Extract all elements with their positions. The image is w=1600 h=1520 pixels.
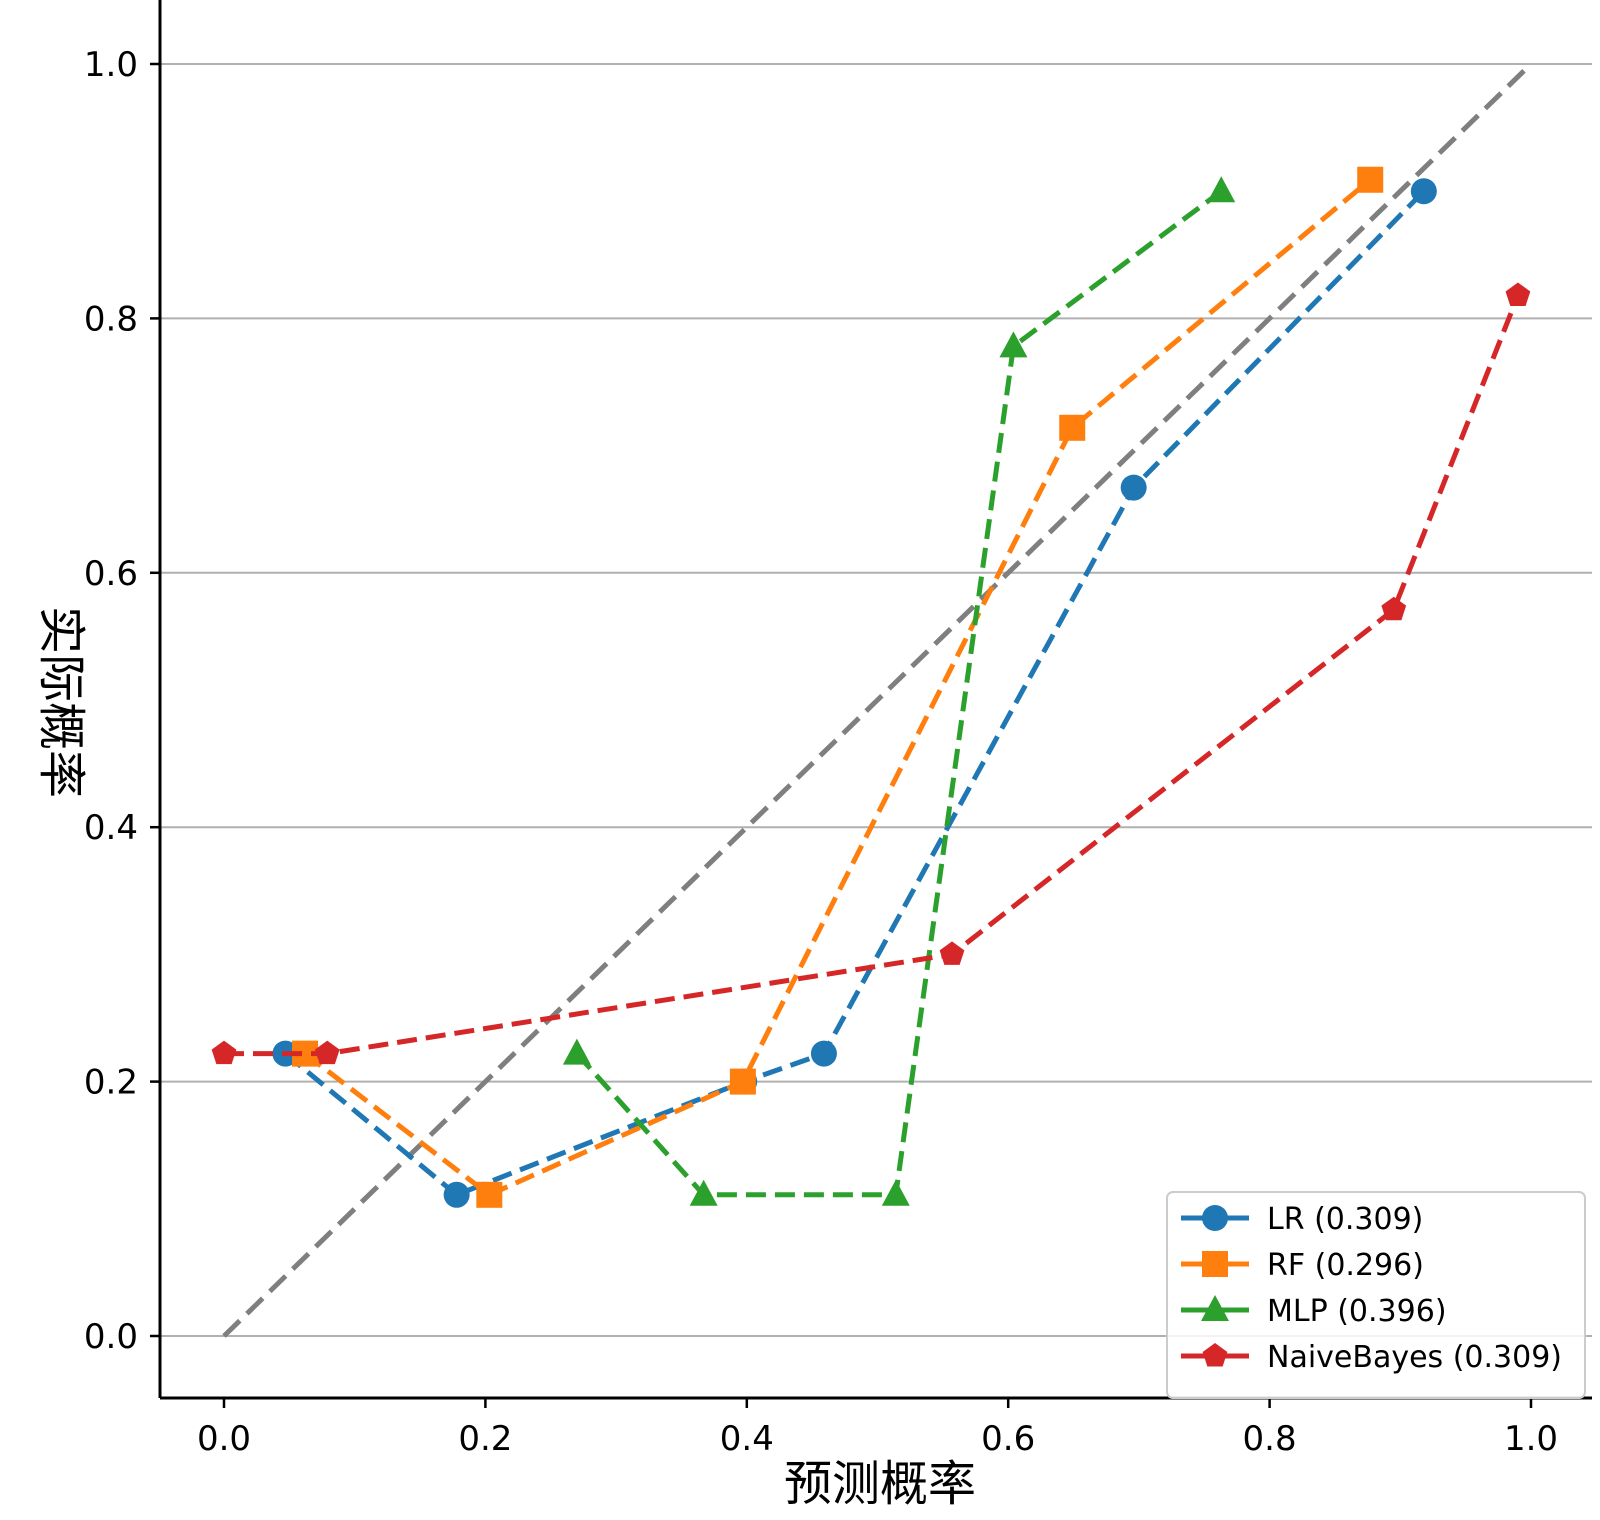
data-point (443, 1181, 470, 1208)
y-tick-label: 0.6 (84, 554, 138, 594)
y-tick-label: 0.8 (84, 299, 138, 339)
legend-item: NaiveBayes (0.309) (1181, 1340, 1562, 1375)
legend-marker (1201, 1295, 1229, 1321)
legend-label: LR (0.309) (1267, 1202, 1423, 1237)
legend-label: RF (0.296) (1267, 1248, 1424, 1283)
series-2 (562, 176, 1236, 1206)
series-line (575, 189, 1223, 1198)
legend-label: MLP (0.396) (1267, 1294, 1447, 1329)
data-point (1120, 474, 1147, 501)
series-line (283, 189, 1426, 1198)
y-tick-label: 0.2 (84, 1063, 138, 1103)
x-tick-label: 0.0 (197, 1419, 251, 1459)
y-axis-title: 实际概率 (33, 606, 89, 798)
y-tick-label: 0.0 (84, 1317, 138, 1357)
data-point (1381, 596, 1407, 621)
reference-layer (222, 62, 1533, 1338)
data-point (1357, 166, 1384, 193)
y-tick-label: 0.4 (84, 808, 138, 848)
data-point (881, 1179, 910, 1206)
x-axis-title: 预测概率 (784, 1456, 976, 1512)
series-layer (211, 166, 1531, 1208)
series-line (303, 177, 1372, 1198)
legend-item: LR (0.309) (1181, 1202, 1423, 1237)
data-point (476, 1181, 503, 1208)
x-tick-label: 0.8 (1243, 1419, 1297, 1459)
series-line (224, 294, 1521, 1057)
series-3 (211, 282, 1531, 1065)
data-point (562, 1038, 591, 1065)
data-point (211, 1040, 237, 1065)
legend-item: MLP (0.396) (1181, 1294, 1447, 1329)
x-tick-label: 1.0 (1504, 1419, 1558, 1459)
series-0 (272, 178, 1437, 1208)
perfect-calibration-line (222, 62, 1533, 1338)
data-point (1059, 414, 1086, 441)
legend-item: RF (0.296) (1181, 1248, 1424, 1283)
x-tick-label: 0.4 (720, 1419, 774, 1459)
data-point (810, 1040, 837, 1067)
legend: LR (0.309) RF (0.296) MLP (0.396) NaiveBaye… (1166, 1191, 1586, 1399)
legend-box (1166, 1191, 1586, 1399)
data-point (1505, 282, 1531, 307)
data-point (729, 1068, 756, 1095)
x-tick-label: 0.6 (981, 1419, 1035, 1459)
data-point (1207, 176, 1236, 203)
legend-marker (1202, 1205, 1228, 1231)
data-point (939, 941, 965, 965)
data-point (689, 1179, 718, 1206)
data-point (1410, 178, 1437, 205)
legend-marker (1202, 1251, 1228, 1277)
legend-marker (1202, 1343, 1228, 1367)
x-tick-label: 0.2 (458, 1419, 512, 1459)
data-point (314, 1040, 340, 1065)
series-1 (292, 166, 1384, 1208)
legend-label: NaiveBayes (0.309) (1267, 1340, 1562, 1375)
data-point (999, 331, 1028, 358)
y-tick-label: 1.0 (84, 45, 138, 85)
